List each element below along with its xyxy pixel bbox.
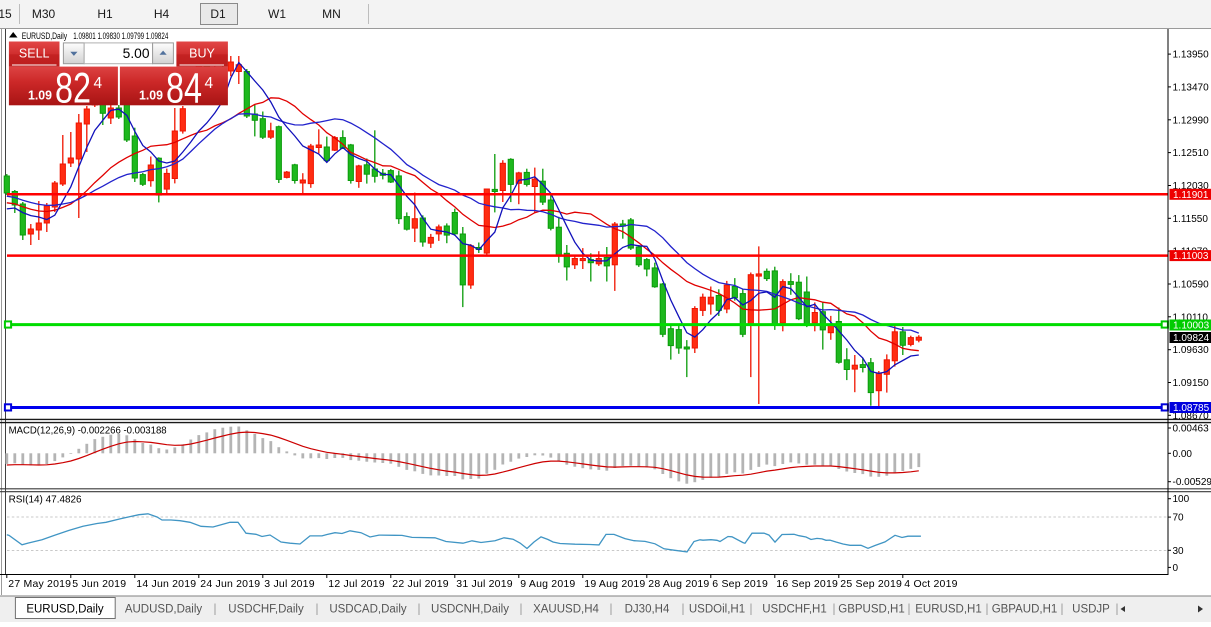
svg-text:30: 30 <box>1173 546 1185 557</box>
svg-text:15: 15 <box>0 7 12 21</box>
svg-text:0.00463: 0.00463 <box>1173 424 1210 435</box>
svg-text:SELL: SELL <box>19 47 50 61</box>
svg-text:22 Jul 2019: 22 Jul 2019 <box>392 578 449 590</box>
svg-text:84: 84 <box>166 65 202 113</box>
svg-text:|: | <box>214 604 217 616</box>
svg-text:|: | <box>908 604 911 616</box>
svg-text:GBPUSD,H1: GBPUSD,H1 <box>838 604 904 616</box>
svg-text:H4: H4 <box>154 7 170 21</box>
svg-text:|: | <box>682 604 685 616</box>
svg-text:31 Jul 2019: 31 Jul 2019 <box>456 578 513 590</box>
svg-text:0.00: 0.00 <box>1173 449 1193 460</box>
svg-text:BUY: BUY <box>189 47 215 61</box>
svg-text:|: | <box>610 604 613 616</box>
svg-text:M30: M30 <box>32 7 56 21</box>
svg-text:1.11901: 1.11901 <box>1173 190 1209 201</box>
svg-text:6 Sep 2019: 6 Sep 2019 <box>712 578 768 590</box>
svg-text:16 Sep 2019: 16 Sep 2019 <box>776 578 838 590</box>
svg-text:24 Jun 2019: 24 Jun 2019 <box>200 578 260 590</box>
svg-text:25 Sep 2019: 25 Sep 2019 <box>840 578 902 590</box>
svg-text:1.13470: 1.13470 <box>1173 82 1210 93</box>
svg-text:|: | <box>316 604 319 616</box>
svg-text:12 Jul 2019: 12 Jul 2019 <box>328 578 385 590</box>
svg-text:4: 4 <box>205 75 214 92</box>
svg-text:5 Jun 2019: 5 Jun 2019 <box>72 578 126 590</box>
svg-text:3 Jul 2019: 3 Jul 2019 <box>264 578 314 590</box>
svg-text:|: | <box>833 604 836 616</box>
svg-text:14 Jun 2019: 14 Jun 2019 <box>136 578 196 590</box>
svg-text:W1: W1 <box>268 7 286 21</box>
svg-text:H1: H1 <box>97 7 113 21</box>
svg-text:USDJP: USDJP <box>1072 604 1110 616</box>
svg-text:4: 4 <box>94 75 103 92</box>
svg-text:1.09150: 1.09150 <box>1173 378 1210 389</box>
svg-text:5.00: 5.00 <box>123 46 150 61</box>
svg-text:1.08785: 1.08785 <box>1173 403 1210 414</box>
svg-text:|: | <box>986 604 989 616</box>
svg-text:EURUSD,Daily: EURUSD,Daily <box>22 31 68 42</box>
svg-text:|: | <box>750 604 753 616</box>
svg-text:|: | <box>1116 604 1119 616</box>
svg-text:USDCHF,H1: USDCHF,H1 <box>762 604 827 616</box>
svg-text:1.10590: 1.10590 <box>1173 280 1210 291</box>
svg-text:1.11003: 1.11003 <box>1173 251 1209 262</box>
svg-text:|: | <box>520 604 523 616</box>
svg-text:100: 100 <box>1173 494 1190 505</box>
svg-text:RSI(14) 47.4826: RSI(14) 47.4826 <box>9 495 82 506</box>
svg-text:1.09: 1.09 <box>28 88 52 103</box>
svg-text:82: 82 <box>55 65 91 113</box>
svg-text:EURUSD,Daily: EURUSD,Daily <box>26 604 104 616</box>
svg-text:1.12990: 1.12990 <box>1173 115 1210 126</box>
svg-text:1.10003: 1.10003 <box>1173 321 1210 332</box>
svg-text:AUDUSD,Daily: AUDUSD,Daily <box>125 604 203 616</box>
svg-text:XAUUSD,H4: XAUUSD,H4 <box>533 604 599 616</box>
svg-text:28 Aug 2019: 28 Aug 2019 <box>648 578 709 590</box>
svg-text:|: | <box>1061 604 1064 616</box>
svg-text:1.09824: 1.09824 <box>1173 333 1210 344</box>
svg-text:USDCNH,Daily: USDCNH,Daily <box>431 604 509 616</box>
svg-text:70: 70 <box>1173 513 1185 524</box>
svg-text:1.11550: 1.11550 <box>1173 214 1209 225</box>
svg-text:MACD(12,26,9) -0.002266 -0.003: MACD(12,26,9) -0.002266 -0.003188 <box>9 426 167 437</box>
svg-text:1.12510: 1.12510 <box>1173 148 1210 159</box>
svg-text:DJ30,H4: DJ30,H4 <box>625 604 670 616</box>
svg-text:0: 0 <box>1173 563 1179 574</box>
svg-text:19 Aug 2019: 19 Aug 2019 <box>584 578 645 590</box>
svg-text:USDCAD,Daily: USDCAD,Daily <box>329 604 407 616</box>
svg-text:MN: MN <box>322 7 341 21</box>
svg-text:4 Oct 2019: 4 Oct 2019 <box>904 578 957 590</box>
svg-text:1.09801 1.09830 1.09799 1.0982: 1.09801 1.09830 1.09799 1.09824 <box>73 31 168 42</box>
svg-text:1.09630: 1.09630 <box>1173 345 1210 356</box>
svg-text:|: | <box>418 604 421 616</box>
svg-text:1.13950: 1.13950 <box>1173 50 1210 61</box>
svg-text:EURUSD,H1: EURUSD,H1 <box>915 604 981 616</box>
svg-text:USDOil,H1: USDOil,H1 <box>689 604 745 616</box>
svg-text:USDCHF,Daily: USDCHF,Daily <box>228 604 304 616</box>
svg-text:1.09: 1.09 <box>139 88 163 103</box>
svg-text:27 May 2019: 27 May 2019 <box>8 578 71 590</box>
svg-text:D1: D1 <box>210 7 226 21</box>
svg-text:-0.005299: -0.005299 <box>1173 477 1211 488</box>
svg-text:GBPAUD,H1: GBPAUD,H1 <box>992 604 1058 616</box>
svg-text:9 Aug 2019: 9 Aug 2019 <box>520 578 575 590</box>
